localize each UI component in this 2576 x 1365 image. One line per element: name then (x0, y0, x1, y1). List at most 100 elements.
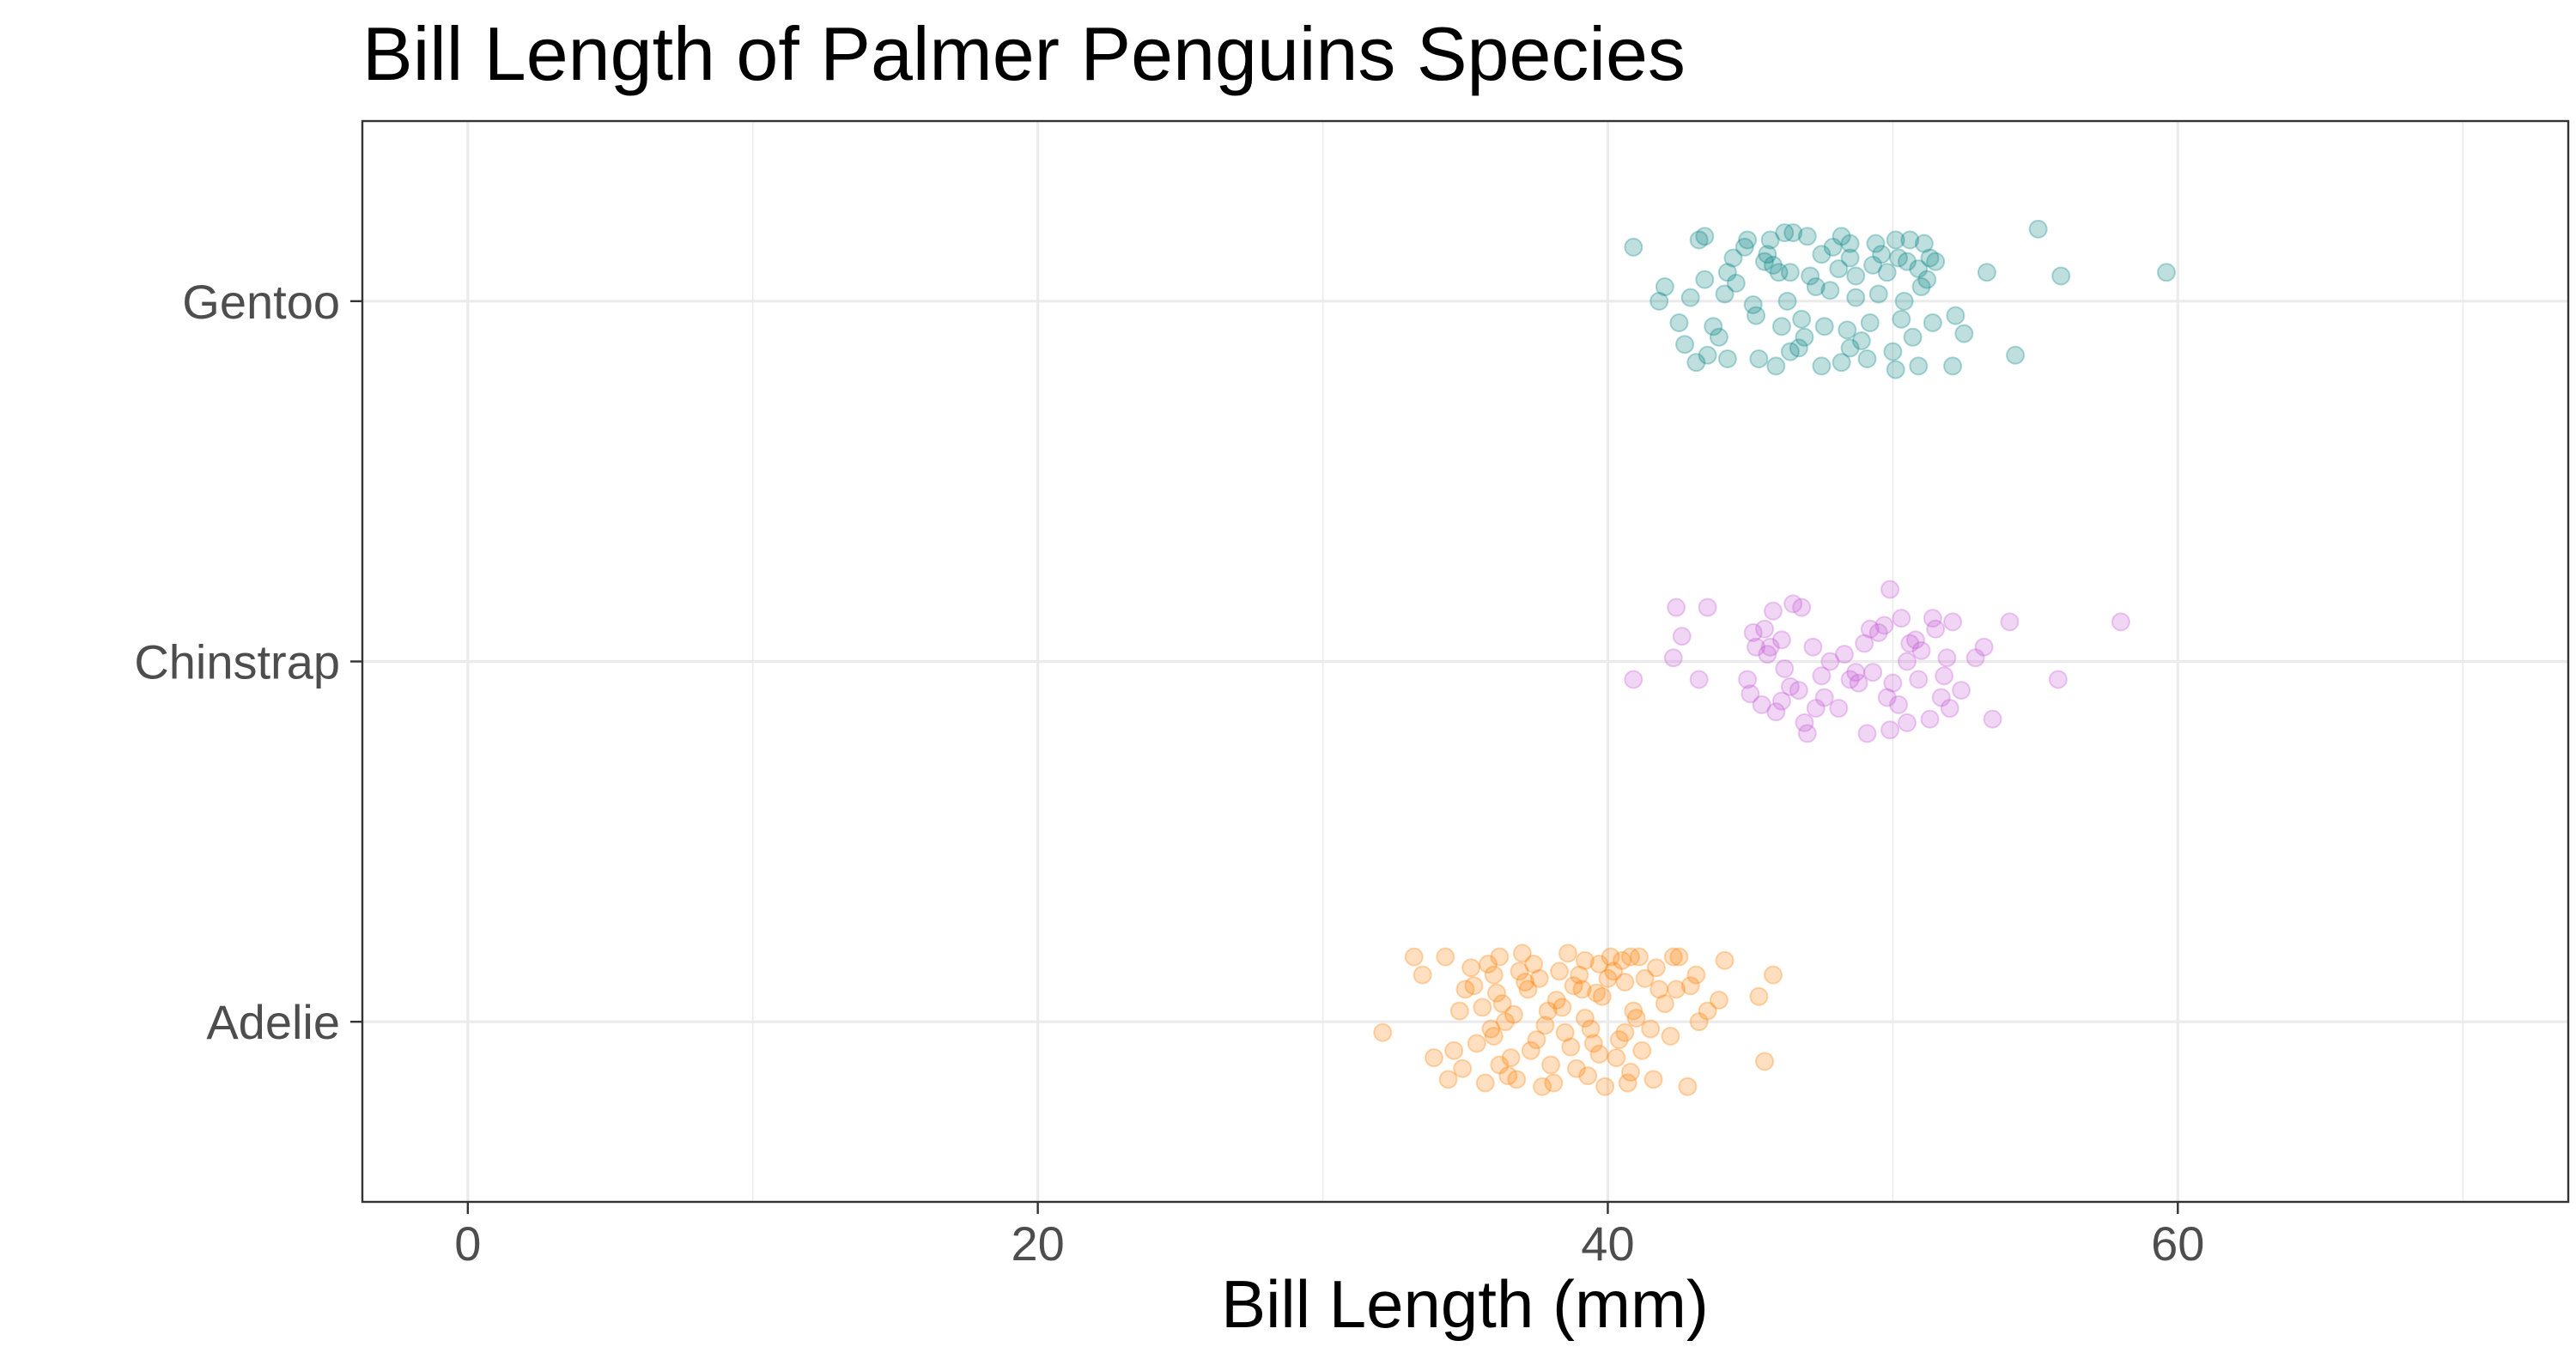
data-point-gentoo (1923, 313, 1942, 333)
data-point-gentoo (1749, 349, 1769, 368)
data-point-chinstrap (1863, 663, 1883, 682)
data-point-gentoo (1669, 313, 1689, 333)
data-point-adelie (1558, 943, 1577, 963)
data-point-chinstrap (1792, 598, 1812, 617)
data-point-gentoo (1738, 230, 1758, 250)
data-point-adelie (1566, 1059, 1586, 1078)
data-point-gentoo (1735, 237, 1754, 257)
data-point-chinstrap (1763, 601, 1783, 621)
data-point-gentoo (1655, 277, 1674, 297)
data-point-adelie (1533, 1077, 1552, 1096)
grid-lines (362, 121, 2568, 1202)
data-point-adelie (1763, 965, 1783, 985)
data-point-gentoo (1755, 252, 1775, 271)
data-point-gentoo (1903, 327, 1923, 347)
data-point-gentoo (1894, 291, 1914, 311)
data-point-adelie (1449, 1001, 1469, 1021)
data-point-gentoo (1877, 263, 1897, 282)
data-point-adelie (1621, 947, 1641, 967)
data-point-adelie (1538, 1001, 1558, 1021)
data-point-chinstrap (1689, 670, 1709, 689)
data-point-gentoo (1680, 288, 1700, 307)
data-point-adelie (1475, 1073, 1495, 1093)
data-point-chinstrap (1797, 724, 1817, 743)
data-point-adelie (1646, 958, 1666, 978)
data-point-gentoo (1715, 284, 1735, 304)
data-point-adelie (1680, 976, 1700, 996)
data-point-adelie (1498, 1066, 1518, 1086)
data-point-chinstrap (1738, 670, 1758, 689)
data-point-gentoo (1863, 255, 1883, 275)
data-point-adelie (1444, 1040, 1464, 1060)
data-point-chinstrap (1880, 720, 1900, 740)
data-point-adelie (1583, 1034, 1603, 1053)
data-point-adelie (1521, 1040, 1540, 1060)
data-point-adelie (1436, 947, 1455, 967)
data-point-gentoo (1698, 345, 1717, 365)
data-point-adelie (1629, 947, 1649, 967)
data-point-adelie (1564, 976, 1583, 996)
data-point-gentoo (1846, 266, 1866, 286)
y-tick-label: Adelie (206, 995, 340, 1049)
data-point-chinstrap (1897, 713, 1917, 732)
data-point-chinstrap (1911, 640, 1931, 660)
data-point-gentoo (1820, 281, 1840, 300)
data-point-gentoo (1883, 342, 1903, 361)
data-point-gentoo (1977, 263, 1996, 282)
data-point-adelie (1709, 990, 1728, 1010)
y-tick-label: Chinstrap (134, 635, 340, 689)
data-point-adelie (1649, 980, 1669, 999)
data-point-gentoo (1868, 284, 1888, 304)
data-point-chinstrap (1877, 688, 1897, 707)
data-point-gentoo (1840, 248, 1860, 268)
data-point-gentoo (1758, 245, 1777, 264)
data-point-adelie (1495, 1012, 1515, 1032)
data-point-adelie (1490, 1055, 1510, 1075)
data-point-gentoo (1686, 353, 1706, 373)
data-point-gentoo (1695, 270, 1715, 289)
data-point-chinstrap (1698, 598, 1717, 617)
data-point-chinstrap (1663, 648, 1683, 668)
data-point-gentoo (1866, 234, 1886, 253)
data-point-gentoo (1846, 288, 1866, 307)
data-point-adelie (1587, 983, 1607, 1003)
y-tick-label: Gentoo (182, 275, 340, 329)
data-point-gentoo (2006, 345, 2026, 365)
data-point-adelie (1624, 1001, 1643, 1021)
data-point-adelie (1424, 1048, 1443, 1068)
data-point-gentoo (1857, 349, 1877, 368)
data-point-adelie (1561, 1037, 1581, 1057)
data-point-gentoo (1649, 291, 1669, 311)
data-point-adelie (1552, 998, 1572, 1017)
axes: 0 20 40 60 Adelie Chinstrap Gentoo (134, 275, 2204, 1271)
data-point-chinstrap (1857, 724, 1877, 743)
data-point-adelie (1575, 950, 1595, 970)
data-point-chinstrap (1780, 676, 1800, 696)
data-point-adelie (1524, 955, 1544, 974)
data-point-adelie (1698, 1001, 1717, 1021)
data-point-gentoo (1743, 295, 1763, 315)
data-point-gentoo (1795, 327, 1814, 347)
data-point-adelie (1512, 943, 1532, 963)
data-point-adelie (1484, 965, 1504, 985)
data-point-adelie (1609, 1030, 1629, 1050)
data-point-adelie (1661, 1026, 1680, 1046)
data-point-chinstrap (1892, 609, 1911, 628)
data-point-gentoo (2157, 263, 2177, 282)
data-point-adelie (1507, 1070, 1527, 1089)
data-point-adelie (1689, 1012, 1709, 1032)
data-point-chinstrap (1983, 709, 2002, 729)
data-point-adelie (1518, 980, 1538, 999)
data-point-gentoo (1777, 291, 1797, 311)
data-point-chinstrap (1820, 652, 1840, 671)
data-point-adelie (1635, 968, 1655, 988)
data-point-gentoo (1886, 230, 1905, 250)
data-point-gentoo (1792, 309, 1812, 329)
data-point-adelie (1715, 950, 1735, 970)
data-point-adelie (1490, 947, 1510, 967)
data-point-chinstrap (1812, 666, 1832, 686)
data-point-gentoo (1860, 313, 1880, 333)
data-point-adelie (1632, 1040, 1652, 1060)
x-tick-label: 40 (1581, 1216, 1634, 1271)
data-point-chinstrap (1909, 670, 1929, 689)
